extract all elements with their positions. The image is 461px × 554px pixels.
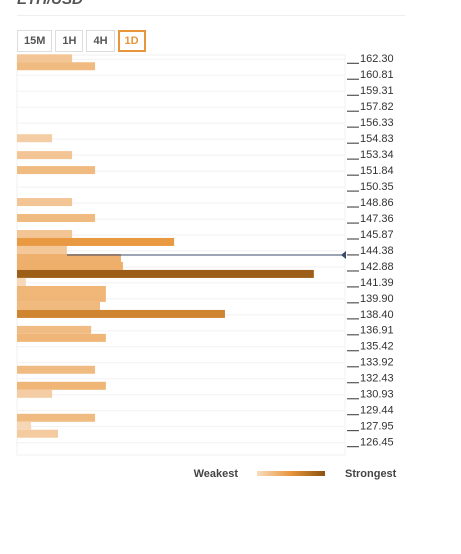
bar bbox=[17, 309, 225, 318]
y-tick-label: 135.42 bbox=[360, 341, 394, 353]
y-tick-label: 130.93 bbox=[360, 389, 394, 401]
bar bbox=[17, 62, 96, 71]
y-tick-label: 144.38 bbox=[360, 245, 394, 257]
bar bbox=[17, 151, 73, 160]
bar bbox=[17, 333, 106, 342]
bar bbox=[17, 381, 106, 390]
tab[interactable]: 4H bbox=[86, 30, 115, 52]
y-tick-label: 147.36 bbox=[360, 213, 394, 225]
y-tick-label: 159.31 bbox=[360, 85, 394, 97]
legend-gradient bbox=[257, 471, 325, 476]
tab[interactable]: 1H bbox=[55, 30, 84, 52]
tab[interactable]: 15M bbox=[17, 30, 53, 52]
y-tick-label: 150.35 bbox=[360, 181, 394, 193]
y-tick-label: 142.88 bbox=[360, 261, 394, 273]
y-tick-label: 160.81 bbox=[360, 69, 394, 81]
y-tick-label: 141.39 bbox=[360, 277, 394, 289]
y-tick-label: 127.95 bbox=[360, 421, 394, 433]
bar bbox=[17, 421, 32, 430]
bar bbox=[17, 230, 73, 239]
bar bbox=[17, 269, 314, 278]
y-tick-label: 151.84 bbox=[360, 165, 394, 177]
current-price-marker bbox=[341, 251, 346, 259]
y-tick-label: 132.43 bbox=[360, 373, 394, 385]
bar bbox=[17, 365, 96, 374]
bar bbox=[17, 54, 73, 63]
legend-label: Weakest bbox=[194, 468, 239, 480]
bar bbox=[17, 413, 96, 422]
bar bbox=[17, 198, 73, 207]
y-tick-label: 133.92 bbox=[360, 357, 394, 369]
tab[interactable]: 1D bbox=[117, 30, 146, 52]
bar bbox=[17, 213, 96, 222]
y-tick-label: 154.83 bbox=[360, 133, 394, 145]
bar bbox=[17, 253, 121, 262]
y-tick-label: 145.87 bbox=[360, 229, 394, 241]
timeframe-tabs: 15M 1H 4H 1D bbox=[17, 30, 146, 52]
bar bbox=[17, 285, 106, 294]
y-tick-label: 126.45 bbox=[360, 437, 394, 449]
divider bbox=[17, 15, 405, 16]
y-tick-label: 138.40 bbox=[360, 309, 394, 321]
y-tick-label: 162.30 bbox=[360, 53, 394, 65]
bar bbox=[17, 293, 106, 302]
bar bbox=[17, 301, 100, 310]
y-tick-label: 136.91 bbox=[360, 325, 394, 337]
bar bbox=[17, 166, 96, 175]
bar bbox=[17, 261, 123, 270]
y-tick-label: 129.44 bbox=[360, 405, 394, 417]
chart-title: ETH/USD bbox=[17, 0, 83, 8]
bar bbox=[17, 389, 53, 398]
bar bbox=[17, 429, 58, 438]
bar bbox=[17, 245, 67, 254]
legend-label: Strongest bbox=[345, 468, 397, 480]
bar bbox=[17, 237, 175, 246]
y-tick-label: 153.34 bbox=[360, 149, 394, 161]
bar bbox=[17, 325, 92, 334]
bar bbox=[17, 134, 53, 143]
bar bbox=[17, 277, 26, 286]
y-tick-label: 148.86 bbox=[360, 197, 394, 209]
y-tick-label: 157.82 bbox=[360, 101, 394, 113]
y-tick-label: 156.33 bbox=[360, 117, 394, 129]
y-tick-label: 139.90 bbox=[360, 293, 394, 305]
